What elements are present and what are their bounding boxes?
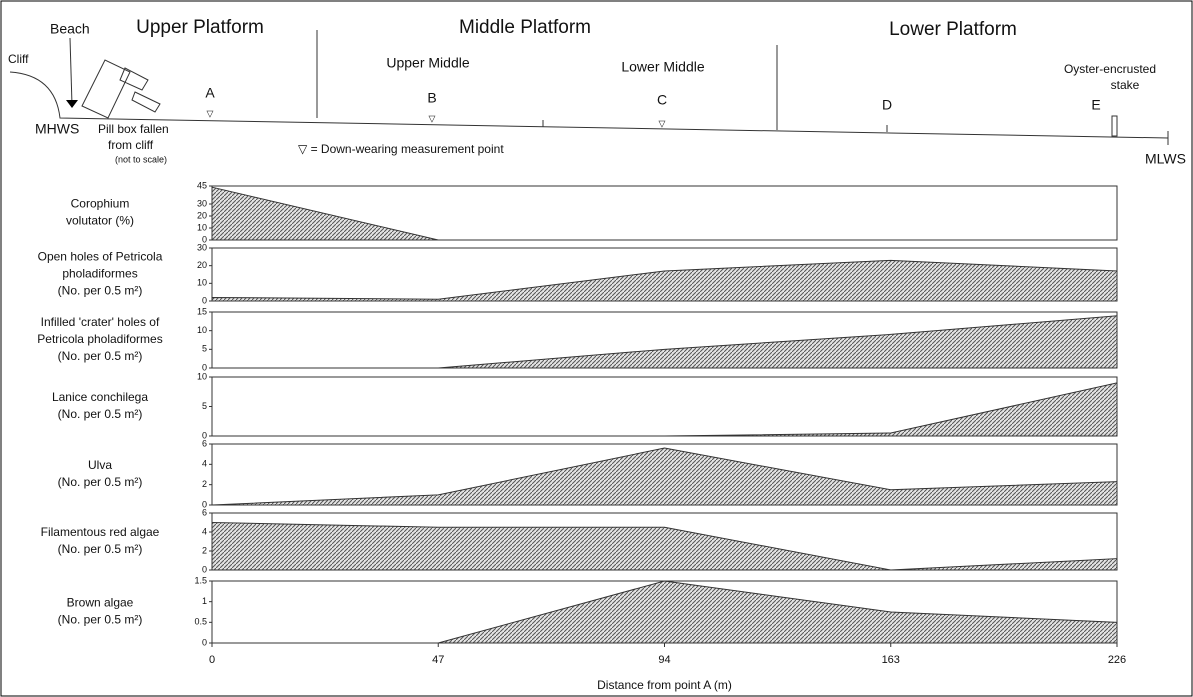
panel-label: Infilled 'crater' holes of — [41, 315, 160, 329]
panel-label: Lanice conchilega — [52, 390, 148, 404]
panel-label: (No. per 0.5 m²) — [58, 475, 143, 489]
y-tick-label: 10 — [197, 371, 207, 381]
y-tick-label: 4 — [202, 526, 207, 536]
panel-label: Filamentous red algae — [41, 525, 160, 539]
label: MLWS — [1145, 151, 1186, 167]
ground-line — [10, 72, 1168, 138]
x-tick-label: 163 — [882, 654, 900, 666]
panel-label: (No. per 0.5 m²) — [58, 349, 143, 363]
panel-label: Brown algae — [67, 596, 134, 610]
panel-label: (No. per 0.5 m²) — [58, 407, 143, 421]
y-tick-label: 5 — [202, 401, 207, 411]
label: C — [657, 92, 667, 108]
y-tick-label: 5 — [202, 344, 207, 354]
label: D — [882, 97, 892, 113]
label: E — [1091, 97, 1100, 113]
y-tick-label: 30 — [197, 198, 207, 208]
legend: ▽ = Down-wearing measurement point — [298, 142, 504, 156]
y-tick-label: 1.5 — [194, 575, 207, 585]
figure: Cliff Beach Upper Platform Middle Platfo… — [0, 0, 1193, 697]
label: Lower Platform — [889, 19, 1017, 40]
y-tick-label: 15 — [197, 306, 207, 316]
label: Lower Middle — [621, 59, 704, 75]
panel-label: volutator (%) — [66, 214, 134, 228]
arrowhead — [66, 100, 78, 108]
pillbox — [82, 60, 130, 118]
beach-arrow — [70, 38, 72, 105]
y-tick-label: 10 — [197, 325, 207, 335]
y-tick-label: 30 — [197, 242, 207, 252]
y-tick-label: 0.5 — [194, 617, 207, 627]
label: Beach — [50, 21, 90, 37]
y-tick-label: 6 — [202, 438, 207, 448]
x-tick-label: 0 — [209, 654, 215, 666]
panel-label: Open holes of Petricola — [38, 250, 163, 264]
panel-label: pholadiformes — [62, 267, 137, 281]
x-tick-label: 94 — [658, 654, 670, 666]
y-tick-label: 10 — [197, 278, 207, 288]
label: (not to scale) — [115, 154, 167, 164]
y-tick-label: 4 — [202, 459, 207, 469]
y-tick-label: 1 — [202, 596, 207, 606]
label: Pill box fallen — [98, 122, 169, 136]
label: Oyster-encrusted — [1064, 62, 1156, 76]
x-tick-label: 47 — [432, 654, 444, 666]
stake — [1112, 116, 1117, 136]
marker: ▽ — [207, 108, 214, 118]
pillbox — [120, 68, 160, 112]
panel-label: (No. per 0.5 m²) — [58, 284, 143, 298]
marker: ▽ — [429, 113, 436, 123]
panel-label: Corophium — [71, 197, 130, 211]
panel-label: Ulva — [88, 458, 112, 472]
label: stake — [1111, 78, 1140, 92]
y-tick-label: 0 — [202, 564, 207, 574]
panel-label: Petricola pholadiformes — [37, 332, 162, 346]
label: Upper Platform — [136, 17, 264, 38]
label: B — [427, 90, 436, 106]
profile: Cliff Beach Upper Platform Middle Platfo… — [8, 17, 1186, 167]
label: Upper Middle — [386, 55, 469, 71]
y-tick-label: 0 — [202, 295, 207, 305]
x-tick-label: 226 — [1108, 654, 1126, 666]
label: MHWS — [35, 121, 79, 137]
y-tick-label: 0 — [202, 637, 207, 647]
y-tick-label: 10 — [197, 222, 207, 232]
y-tick-label: 20 — [197, 210, 207, 220]
label: Middle Platform — [459, 17, 591, 38]
label: from cliff — [108, 138, 154, 152]
panel-label: (No. per 0.5 m²) — [58, 613, 143, 627]
y-tick-label: 20 — [197, 260, 207, 270]
label: A — [205, 85, 215, 101]
y-tick-label: 2 — [202, 545, 207, 555]
y-tick-label: 2 — [202, 479, 207, 489]
marker: ▽ — [659, 118, 666, 128]
y-tick-label: 45 — [197, 180, 207, 190]
x-axis-title: Distance from point A (m) — [597, 678, 732, 692]
label: Cliff — [8, 52, 29, 66]
y-tick-label: 6 — [202, 507, 207, 517]
panel-label: (No. per 0.5 m²) — [58, 542, 143, 556]
